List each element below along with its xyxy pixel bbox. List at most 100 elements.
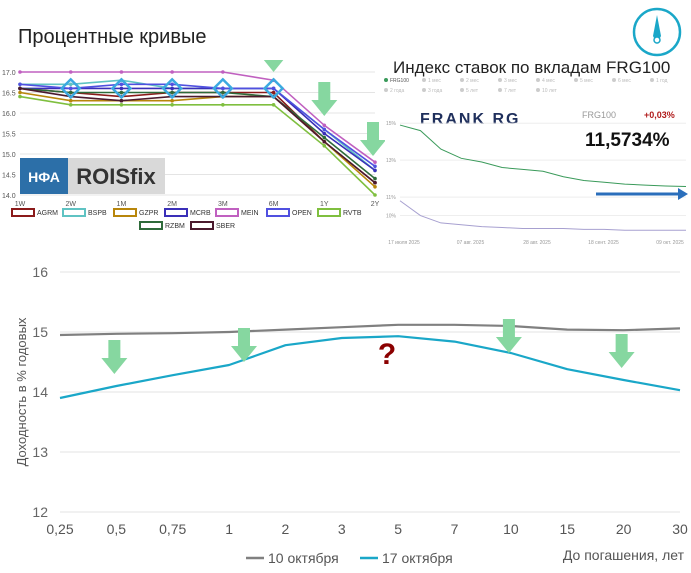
y-axis-label: Доходность в % годовых	[14, 317, 29, 466]
series-line-mein	[20, 71, 376, 163]
y-tick-label: 13%	[386, 158, 397, 164]
index-series-line	[399, 200, 686, 231]
nfa-logo-box	[20, 158, 68, 194]
data-point	[221, 103, 225, 107]
data-point	[221, 90, 225, 95]
legend-label: GZPR	[139, 210, 158, 217]
data-point	[373, 185, 377, 189]
y-tick-label: 16.0	[2, 111, 16, 118]
data-point	[170, 82, 174, 87]
legend-label: 1 мес	[428, 78, 441, 84]
arrow-right-icon	[678, 188, 688, 200]
y-tick-label: 15	[32, 324, 48, 340]
data-point	[373, 176, 377, 181]
legend-label: 2 мес	[466, 78, 479, 84]
roisfix-logo-box	[68, 158, 165, 194]
data-point	[119, 98, 124, 103]
legend-swatch	[215, 208, 239, 217]
y-tick-label: 13	[32, 444, 48, 460]
x-tick-label: 1W	[15, 201, 26, 208]
x-tick-label: 0,25	[46, 521, 73, 537]
legend-label: RVTB	[343, 210, 362, 217]
legend-dot	[650, 78, 654, 82]
legend-dot	[384, 78, 388, 82]
data-point	[68, 70, 73, 74]
legend-label: 3 года	[428, 88, 442, 94]
arrow-down-icon	[360, 122, 385, 156]
legend-label: 1 год	[656, 78, 668, 84]
x-tick-label: 2Y	[371, 201, 380, 208]
legend-label: 10 лет	[542, 88, 557, 94]
compass-icon	[632, 7, 682, 57]
legend-dot	[422, 88, 426, 92]
diamond-marker	[262, 77, 285, 100]
x-tick-label: 5	[394, 521, 402, 537]
diamond-marker	[59, 77, 82, 100]
legend-dot	[460, 88, 464, 92]
data-point	[119, 86, 124, 91]
x-axis-label: До погашения, лет	[563, 547, 685, 563]
data-point	[119, 90, 124, 95]
data-point	[68, 82, 73, 87]
data-point	[18, 86, 22, 91]
x-tick-label: 2	[282, 521, 290, 537]
legend-label: 5 лет	[466, 88, 479, 94]
y-tick-label: 15%	[386, 121, 397, 127]
data-point	[68, 98, 73, 103]
legend-swatch	[317, 208, 341, 217]
x-tick-label: 0,75	[159, 521, 186, 537]
series-line	[59, 335, 681, 400]
data-point	[322, 135, 327, 140]
legend-label: 4 мес	[542, 78, 555, 84]
x-tick-label: 18 сент. 2025	[588, 240, 619, 246]
x-tick-label: 7	[451, 521, 459, 537]
x-tick-label: 1	[225, 521, 233, 537]
data-point	[373, 164, 377, 169]
y-tick-label: 14.0	[2, 193, 16, 200]
legend-label: 6 мес	[618, 78, 631, 84]
legend-dot	[536, 88, 540, 92]
x-tick-label: 20	[616, 521, 632, 537]
data-point	[271, 103, 276, 107]
legend-label: SBER	[216, 223, 235, 230]
diamond-marker	[161, 77, 183, 100]
arrow-down-icon	[231, 328, 257, 362]
legend-label: OPEN	[292, 210, 312, 217]
x-tick-label: 07 авг. 2025	[457, 240, 485, 246]
y-tick-label: 14	[32, 384, 48, 400]
legend-label: FRG100	[390, 78, 409, 84]
y-tick-label: 17.0	[2, 70, 16, 77]
diamond-marker	[110, 77, 133, 100]
data-point	[373, 193, 377, 197]
data-point	[170, 90, 174, 95]
data-point	[68, 86, 73, 91]
y-tick-label: 15.5	[2, 132, 16, 139]
data-point	[68, 90, 73, 95]
x-tick-label: 2W	[65, 201, 76, 208]
y-tick-label: 15.0	[2, 152, 16, 159]
legend-label: BSPB	[88, 210, 107, 217]
index-title: Индекс ставок по вкладам FRG100	[393, 58, 671, 77]
legend-swatch	[11, 208, 35, 217]
legend-dot	[422, 78, 426, 82]
legend-swatch	[62, 208, 86, 217]
data-point	[18, 94, 22, 99]
data-point	[18, 70, 22, 74]
y-tick-label: 11%	[386, 195, 396, 201]
legend-swatch	[164, 208, 188, 217]
index-chart: FRG100 1 мес 2 мес 3 мес 4 мес 5 мес 6 мес 1 го…	[384, 78, 688, 246]
x-tick-label: 3	[338, 521, 346, 537]
data-point	[170, 98, 174, 103]
data-point	[18, 90, 22, 95]
data-point	[119, 82, 124, 87]
nfa-logo-text: НФА	[28, 169, 60, 185]
data-point	[68, 103, 73, 107]
series-line	[59, 323, 681, 337]
y-tick-label: 12	[32, 504, 48, 520]
x-tick-label: 1Y	[320, 201, 329, 208]
data-point	[373, 180, 377, 185]
x-tick-label: 17 июля 2025	[388, 240, 420, 246]
data-point	[373, 168, 377, 173]
data-point	[119, 70, 124, 74]
legend-swatch	[266, 208, 290, 217]
